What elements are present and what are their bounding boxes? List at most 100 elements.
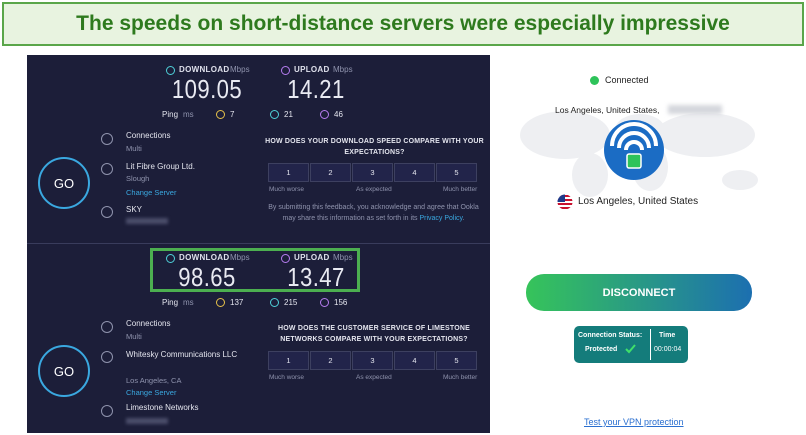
ping-icon — [216, 110, 225, 119]
connections-label: Connections — [126, 319, 171, 328]
disclaimer-end: . — [462, 215, 465, 222]
provider: Whitesky Communications LLC — [126, 350, 238, 359]
change-server[interactable]: Change Server — [126, 188, 177, 197]
upload-value: 14.21 — [287, 74, 345, 104]
upload-label: UPLOAD — [294, 65, 330, 74]
isp-icon — [101, 206, 113, 218]
location: Los Angeles, United States — [578, 196, 699, 207]
ping-icon — [216, 298, 225, 307]
rating-option[interactable]: 3 — [352, 163, 393, 182]
change-server[interactable]: Change Server — [126, 388, 177, 397]
ping-value: 21 — [284, 110, 293, 119]
rating-option[interactable]: 5 — [436, 163, 477, 182]
disclaimer: By submitting this feedback, you acknowl… — [266, 202, 481, 224]
speedtest-result: DOWNLOAD Mbps 109.05 UPLOAD Mbps 14.21 Ping ms 7… — [0, 55, 490, 243]
upload-unit: Mbps — [333, 253, 353, 262]
check-icon — [625, 344, 636, 354]
scale-label: As expected — [356, 374, 392, 381]
download-unit: Mbps — [230, 253, 250, 262]
ping-value: 137 — [230, 298, 244, 307]
server-icon — [101, 351, 113, 363]
test-link[interactable]: Test your VPN protection — [584, 417, 684, 427]
rating-option[interactable]: 2 — [310, 351, 351, 370]
time-label: Time — [659, 332, 676, 339]
connections-label: Connections — [126, 131, 171, 140]
speedtest-result: DOWNLOAD Mbps 98.65 UPLOAD Mbps 13.47 Ping ms 13… — [0, 243, 490, 431]
download-value: 98.65 — [178, 262, 236, 292]
rating-option[interactable]: 3 — [352, 351, 393, 370]
connections-icon — [101, 321, 113, 333]
rating-option[interactable]: 1 — [268, 351, 309, 370]
upload-value: 13.47 — [287, 262, 345, 292]
header-banner: The speeds on short-distance servers wer… — [2, 2, 804, 46]
server-location: Los Angeles, United States, — [555, 105, 660, 115]
ping-icon — [320, 298, 329, 307]
rating-option[interactable]: 4 — [394, 163, 435, 182]
connections-value: Multi — [126, 144, 142, 153]
location: Los Angeles, CA — [126, 376, 182, 385]
ping-label: Ping — [162, 110, 179, 119]
privacy-link[interactable]: Privacy Policy — [419, 215, 463, 222]
ping-label: Ping — [162, 298, 179, 307]
isp-icon — [101, 405, 113, 417]
connections-value: Multi — [126, 332, 142, 341]
scale-label: Much better — [443, 374, 478, 381]
isp: SKY — [126, 205, 143, 214]
ping-icon — [270, 110, 279, 119]
ping-value: 7 — [230, 110, 235, 119]
header-title: The speeds on short-distance servers wer… — [76, 12, 730, 35]
ping-icon — [270, 298, 279, 307]
status-value: Protected — [585, 346, 618, 353]
upload-icon — [281, 66, 290, 75]
status-label: Connection Status: — [578, 332, 643, 339]
download-icon — [166, 66, 175, 75]
rating-option[interactable]: 5 — [436, 351, 477, 370]
disconnect-button[interactable]: DISCONNECT — [526, 274, 752, 311]
speedtest-panel — [27, 55, 490, 433]
blurred-ip — [668, 105, 722, 114]
status-box: Connection Status: Protected Time 00:00:… — [574, 326, 688, 363]
ping-icon — [320, 110, 329, 119]
blurred-ip — [126, 418, 168, 424]
time-value: 00:00:04 — [654, 346, 682, 353]
server-icon — [101, 163, 113, 175]
ping-value: 215 — [284, 298, 298, 307]
divider — [650, 329, 651, 360]
question: HOW DOES YOUR DOWNLOAD SPEED COMPARE WIT… — [265, 138, 484, 156]
connections-icon — [101, 133, 113, 145]
rating-option[interactable]: 1 — [268, 163, 309, 182]
download-label: DOWNLOAD — [179, 65, 230, 74]
provider: Lit Fibre Group Ltd. — [126, 162, 195, 171]
vpn-logo — [604, 120, 664, 180]
rating-option[interactable]: 4 — [394, 351, 435, 370]
blurred-ip — [126, 218, 168, 224]
download-label: DOWNLOAD — [179, 253, 230, 262]
highlight-box — [150, 248, 360, 292]
status-dot — [590, 76, 599, 85]
separator — [27, 243, 490, 244]
ping-value: 46 — [334, 110, 343, 119]
scale-label: Much worse — [269, 374, 305, 381]
go-button[interactable]: GO — [38, 157, 90, 209]
go-button[interactable]: GO — [38, 345, 90, 397]
rating-option[interactable]: 2 — [310, 163, 351, 182]
question: HOW DOES THE CUSTOMER SERVICE OF LIMESTO… — [278, 325, 470, 343]
us-flag — [557, 194, 573, 210]
scale-label: As expected — [356, 186, 392, 193]
ping-unit: ms — [183, 298, 194, 307]
upload-icon — [281, 254, 290, 263]
scale-label: Much better — [443, 186, 478, 193]
download-value: 109.05 — [171, 74, 243, 104]
connection-status: Connected — [605, 75, 649, 85]
ping-value: 156 — [334, 298, 348, 307]
disclaimer-text: By submitting this feedback, you acknowl… — [268, 204, 479, 222]
location: Slough — [126, 174, 150, 183]
vpn-panel: Connected Los Angeles, United States, Lo… — [490, 55, 806, 435]
upload-label: UPLOAD — [294, 253, 330, 262]
scale-label: Much worse — [269, 186, 305, 193]
download-unit: Mbps — [230, 65, 250, 74]
download-icon — [166, 254, 175, 263]
ping-unit: ms — [183, 110, 194, 119]
upload-unit: Mbps — [333, 65, 353, 74]
